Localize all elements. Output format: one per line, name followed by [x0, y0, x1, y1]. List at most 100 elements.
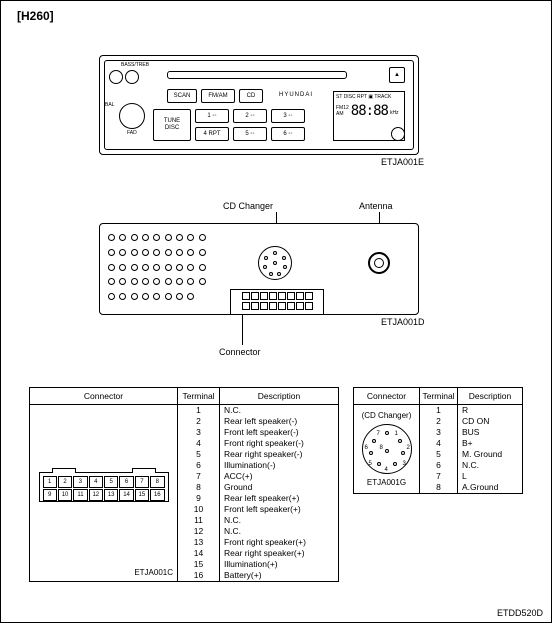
terminal-desc: Rear left speaker(+) [220, 493, 338, 504]
cd-hdr-connector: Connector [354, 388, 420, 405]
cd-terminal-desc: M. Ground [458, 449, 522, 460]
antenna-jack [368, 252, 390, 274]
fad-label: FAD [127, 131, 137, 136]
cd-terminal-num: 2 [420, 416, 457, 427]
terminal-num: 3 [178, 427, 219, 438]
cd-hdr-terminal: Terminal [420, 388, 458, 405]
hdr-terminal: Terminal [178, 388, 220, 405]
rear-code: ETJA001D [381, 317, 425, 327]
main-conn-code: ETJA001C [134, 568, 173, 577]
terminal-desc: Rear left speaker(-) [220, 416, 338, 427]
tune-label: TUNE [164, 118, 180, 125]
terminal-desc: Front right speaker(+) [220, 537, 338, 548]
terminal-desc: N.C. [220, 405, 338, 416]
bass-treb-label: BASS/TREB [121, 63, 149, 68]
scan-button: SCAN [167, 89, 197, 103]
disc-label: DISC [165, 125, 179, 132]
cd-terminal-num: 7 [420, 471, 457, 482]
cd-connector-diagram-cell: (CD Changer) 7 1 6 2 8 5 3 [354, 405, 420, 493]
hdr-connector: Connector [30, 388, 178, 405]
cd-connector-table: Connector Terminal Description (CD Chang… [353, 387, 523, 494]
conn-leader-line [242, 315, 243, 345]
preset-5: 5 ◦◦ [233, 127, 267, 141]
terminal-num: 1 [178, 405, 219, 416]
terminal-desc: Ground [220, 482, 338, 493]
cd-terminal-num: 1 [420, 405, 457, 416]
terminal-num: 15 [178, 559, 219, 570]
eq-knob [109, 70, 123, 84]
cd-din-shape: 7 1 6 2 8 5 3 4 [362, 424, 412, 474]
terminal-num: 9 [178, 493, 219, 504]
display-am: AM [336, 111, 349, 117]
tune-disc-button: TUNE DISC [153, 109, 191, 141]
terminal-desc: Illumination(-) [220, 460, 338, 471]
terminal-num: 5 [178, 449, 219, 460]
volume-knob [119, 103, 145, 129]
cdc-label: CD Changer [223, 201, 273, 211]
brand-label: HYUNDAI [279, 93, 313, 98]
eject-button: ▲ [389, 67, 405, 83]
terminal-desc: N.C. [220, 515, 338, 526]
display-khz: kHz [390, 110, 399, 117]
display-line1: ST DISC RPT ▣ TRACK [336, 94, 402, 101]
main-connector-diagram-cell: 12345678 910111213141516 ETJA001C [30, 405, 178, 581]
terminal-desc: Front right speaker(-) [220, 438, 338, 449]
cd-terminal-num: 8 [420, 482, 457, 493]
main-connector-pins: 12345678 910111213141516 [43, 476, 165, 498]
terminal-num: 6 [178, 460, 219, 471]
cd-terminal-desc: L [458, 471, 522, 482]
antenna-label: Antenna [359, 201, 393, 211]
terminal-desc: Illumination(+) [220, 559, 338, 570]
cd-description-col: RCD ONBUSB+M. GroundN.C.LA.Ground [458, 405, 522, 493]
terminal-desc: Battery(+) [220, 570, 338, 581]
terminal-desc: N.C. [220, 526, 338, 537]
connector-label: Connector [219, 347, 261, 357]
terminal-desc: Rear right speaker(+) [220, 548, 338, 559]
fmam-button: FM/AM [201, 89, 235, 103]
model-tag: [H260] [17, 9, 54, 23]
terminal-num: 4 [178, 438, 219, 449]
terminal-num: 16 [178, 570, 219, 581]
page-frame: [H260] BASS/TREB BAL FAD SCAN FM/AM CD 1… [0, 0, 552, 623]
preset-6: 6 ◦◦ [271, 127, 305, 141]
cd-terminal-num: 3 [420, 427, 457, 438]
cd-terminal-col: 12345678 [420, 405, 458, 493]
preset-1: 1 ◦◦ [195, 109, 229, 123]
preset-2: 2 ◦◦ [233, 109, 267, 123]
cd-terminal-num: 4 [420, 438, 457, 449]
main-connector-rear [230, 289, 324, 315]
cd-changer-din [258, 246, 292, 280]
radio-front-panel: BASS/TREB BAL FAD SCAN FM/AM CD 1 ◦◦ 2 ◦… [99, 55, 419, 155]
cd-button: CD [239, 89, 263, 103]
cd-terminal-desc: CD ON [458, 416, 522, 427]
cd-terminal-desc: B+ [458, 438, 522, 449]
cd-slot [167, 71, 347, 79]
main-connector-table: Connector Terminal Description 12345678 … [29, 387, 339, 582]
terminal-num: 10 [178, 504, 219, 515]
cd-terminal-num: 6 [420, 460, 457, 471]
lcd-display: ST DISC RPT ▣ TRACK FM12 AM 88:88 kHz [333, 91, 405, 141]
terminal-desc: ACC(+) [220, 471, 338, 482]
main-connector-shape: 12345678 910111213141516 [39, 472, 169, 502]
terminal-num: 11 [178, 515, 219, 526]
cd-terminal-desc: N.C. [458, 460, 522, 471]
page-code: ETDD520D [497, 608, 543, 618]
cd-terminal-desc: A.Ground [458, 482, 522, 493]
preset-3: 3 ◦◦ [271, 109, 305, 123]
cd-terminal-num: 5 [420, 449, 457, 460]
bass-treb-knob [125, 70, 139, 84]
radio-rear-panel [99, 223, 419, 315]
terminal-num: 2 [178, 416, 219, 427]
cd-subtitle: (CD Changer) [362, 411, 412, 420]
front-code: ETJA001E [381, 157, 424, 167]
cd-hdr-description: Description [458, 388, 522, 405]
main-terminal-col: 12345678910111213141516 [178, 405, 220, 581]
vent-grid [108, 234, 208, 306]
terminal-desc: Front left speaker(+) [220, 504, 338, 515]
terminal-desc: Rear right speaker(-) [220, 449, 338, 460]
cd-terminal-desc: BUS [458, 427, 522, 438]
terminal-num: 8 [178, 482, 219, 493]
bal-label: BAL [105, 103, 114, 108]
cd-terminal-desc: R [458, 405, 522, 416]
terminal-num: 14 [178, 548, 219, 559]
